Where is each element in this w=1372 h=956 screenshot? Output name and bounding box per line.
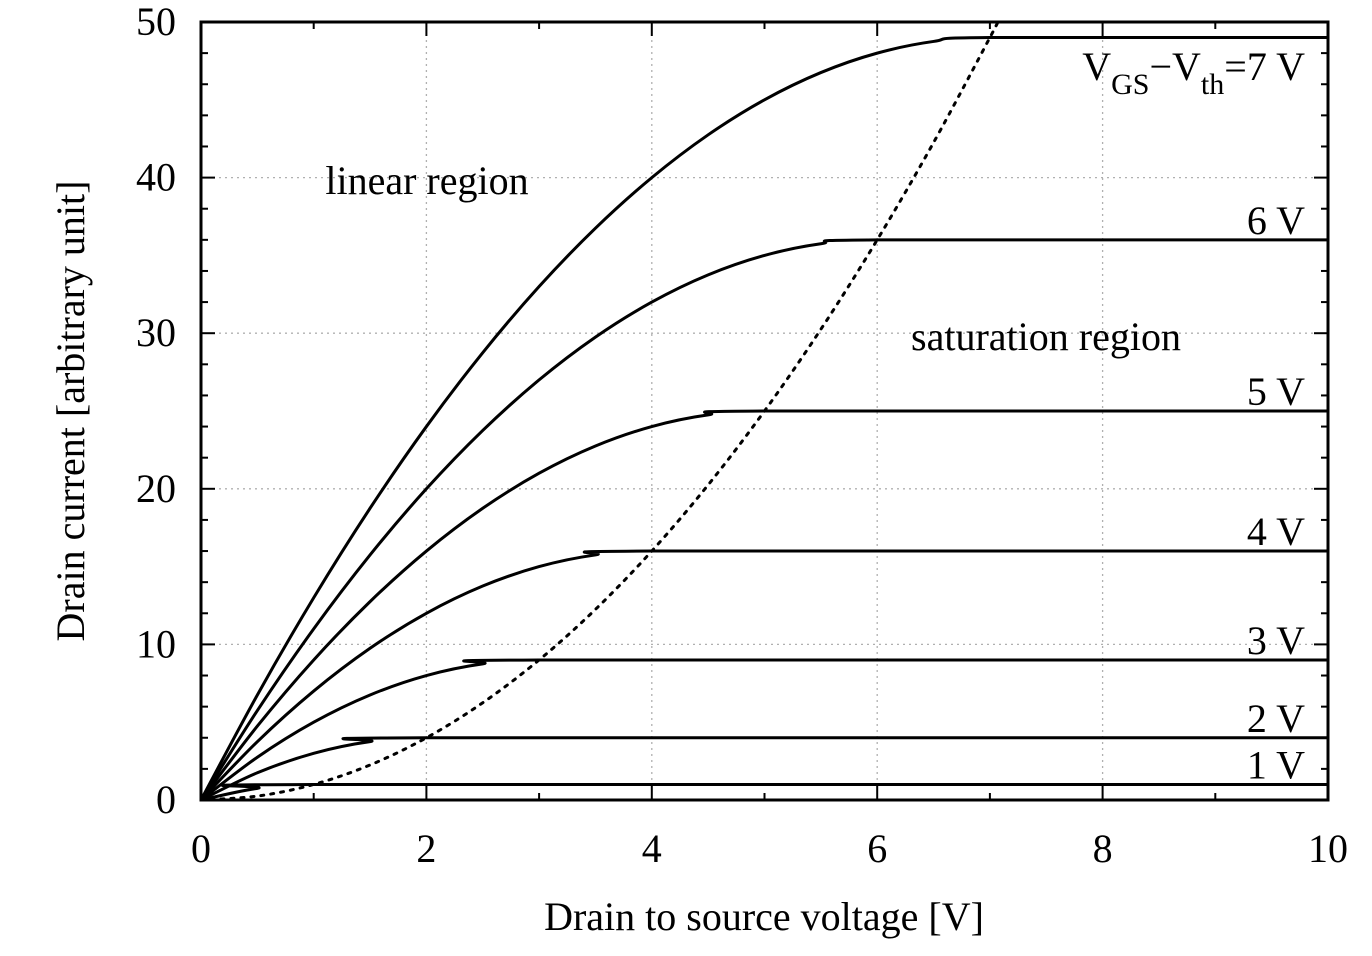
annotation-saturation-region: saturation region <box>911 314 1181 359</box>
y-axis-label: Drain current [arbitrary unit] <box>48 181 93 642</box>
series-line <box>200 658 1328 802</box>
x-tick-label: 6 <box>867 826 887 871</box>
series-labels: 1 V2 V 3 V 4 V 5 V 6 V VGS−Vth=7 V <box>1082 44 1305 787</box>
series-label-part: −V <box>1149 44 1201 89</box>
series-line <box>199 36 1328 801</box>
tick-labels: 0 2 4 6 8 10 0 10 20 30 40 50 <box>136 0 1348 871</box>
x-axis-label: Drain to source voltage [V] <box>544 894 984 939</box>
y-tick-label: 0 <box>156 777 176 822</box>
series-line <box>199 238 1328 801</box>
y-tick-label: 10 <box>136 621 176 666</box>
x-tick-label: 2 <box>416 826 436 871</box>
y-tick-label: 40 <box>136 155 176 200</box>
annotation-linear-region: linear region <box>325 158 528 203</box>
series-label: 4 V <box>1247 509 1305 554</box>
x-tick-label: 4 <box>642 826 662 871</box>
x-tick-label: 8 <box>1093 826 1113 871</box>
grid <box>201 22 1328 800</box>
series-label: 2 V <box>1247 696 1305 741</box>
y-tick-label: 50 <box>136 0 176 44</box>
series-line <box>199 409 1328 801</box>
series-label: VGS−Vth=7 V <box>1082 44 1305 101</box>
x-tick-label: 10 <box>1308 826 1348 871</box>
y-tick-label: 20 <box>136 466 176 511</box>
series-label-part: =7 V <box>1224 44 1305 89</box>
series-label-part: V <box>1082 44 1111 89</box>
series-label: 5 V <box>1247 369 1305 414</box>
saturation-boundary-curve <box>199 20 1000 802</box>
series-label: 6 V <box>1247 198 1305 243</box>
series-line <box>200 782 1328 802</box>
curves <box>199 20 1328 802</box>
series-label: 3 V <box>1247 618 1305 663</box>
ticks <box>200 21 1329 801</box>
series-line <box>200 736 1328 802</box>
series-label: 1 V <box>1247 742 1305 787</box>
series-line <box>199 549 1328 802</box>
series-label-part: GS <box>1111 68 1149 101</box>
x-tick-label: 0 <box>191 826 211 871</box>
series-label-part: th <box>1201 68 1224 101</box>
y-tick-label: 30 <box>136 310 176 355</box>
